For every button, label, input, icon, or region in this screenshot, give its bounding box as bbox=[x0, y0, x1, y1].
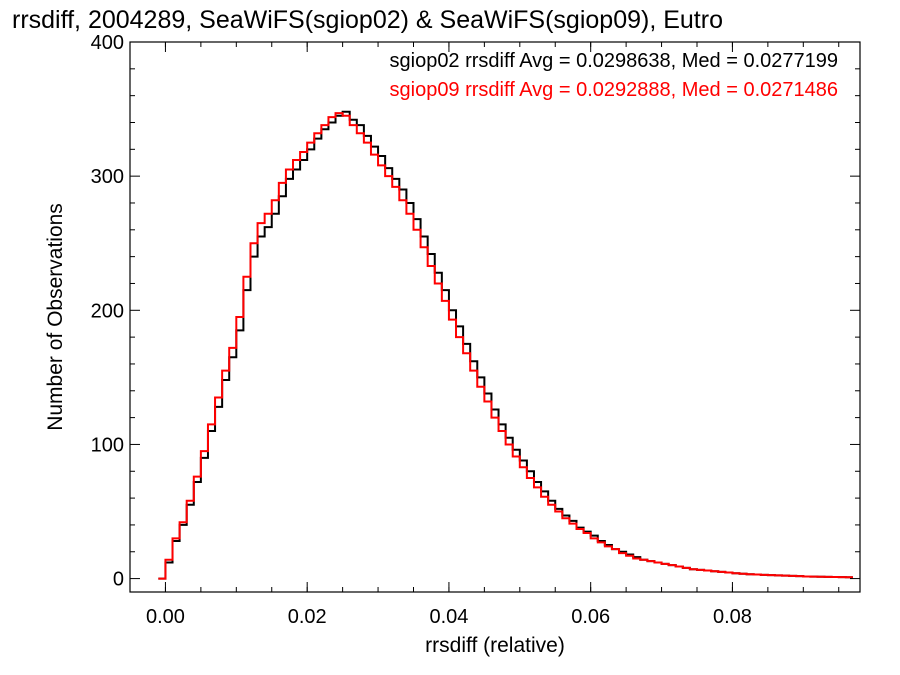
x-tick-label: 0.02 bbox=[288, 606, 327, 628]
plot-area: 0.00 0.02 0.04 0.06 0.08 0 100 200 300 400 bbox=[91, 32, 861, 628]
y-tick-label: 0 bbox=[113, 569, 124, 591]
x-tick-label: 0.00 bbox=[146, 606, 185, 628]
y-tick-label: 100 bbox=[91, 434, 124, 456]
series-line-sgiop02 bbox=[158, 110, 853, 580]
x-axis-label: rrsdiff (relative) bbox=[425, 634, 565, 657]
axis-ticks: 0.00 0.02 0.04 0.06 0.08 0 100 200 300 400 bbox=[91, 32, 860, 628]
x-tick-label: 0.06 bbox=[571, 606, 610, 628]
y-axis-label: Number of Observations bbox=[44, 203, 67, 431]
y-tick-label: 400 bbox=[91, 32, 124, 54]
plot-frame bbox=[129, 41, 861, 593]
y-tick-label: 300 bbox=[91, 166, 124, 188]
series-group bbox=[158, 110, 853, 580]
x-tick-label: 0.04 bbox=[429, 606, 468, 628]
legend-entry-sgiop02: sgiop02 rrsdiff Avg = 0.0298638, Med = 0… bbox=[390, 50, 839, 72]
series-line-sgiop09 bbox=[158, 112, 853, 580]
chart-title: rrsdiff, 2004289, SeaWiFS(sgiop02) & Sea… bbox=[12, 6, 723, 34]
legend-entry-sgiop09: sgiop09 rrsdiff Avg = 0.0292888, Med = 0… bbox=[390, 79, 839, 101]
y-tick-label: 200 bbox=[91, 300, 124, 322]
x-tick-label: 0.08 bbox=[713, 606, 752, 628]
